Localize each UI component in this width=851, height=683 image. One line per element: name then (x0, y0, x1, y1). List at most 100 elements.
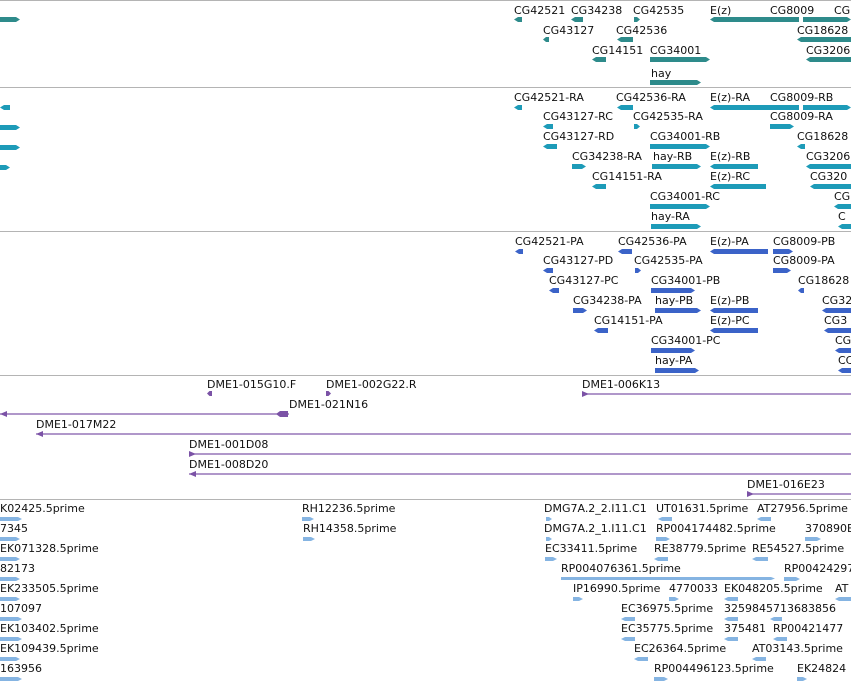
transcript-feature-label[interactable]: CG43127-RD (543, 130, 615, 143)
protein-feature-label[interactable]: E(z)-PC (710, 314, 750, 327)
protein-feature-glyph[interactable] (835, 347, 851, 354)
transcript-feature-glyph[interactable] (543, 123, 553, 130)
est-feature-glyph[interactable] (797, 676, 807, 682)
transcript-feature-glyph[interactable] (572, 163, 586, 170)
protein-feature-glyph[interactable] (798, 287, 804, 294)
est-feature-label[interactable]: DMG7A.2_2.I11.C1 (544, 502, 647, 515)
clone-feature-glyph[interactable] (582, 391, 851, 397)
transcript-feature-glyph[interactable] (710, 183, 766, 190)
gene-feature-glyph[interactable] (806, 56, 851, 63)
protein-feature-glyph[interactable] (618, 248, 632, 255)
est-feature-glyph[interactable] (669, 596, 679, 602)
transcript-feature-label[interactable]: hay-RA (651, 210, 690, 223)
protein-feature-glyph[interactable] (573, 307, 587, 314)
gene-feature-glyph[interactable] (571, 16, 583, 23)
transcript-feature-label[interactable]: C (838, 210, 846, 223)
est-feature-glyph[interactable] (0, 636, 22, 642)
gene-feature-glyph[interactable] (617, 36, 633, 43)
transcript-feature-glyph[interactable] (0, 144, 20, 151)
est-feature-label[interactable]: RE38779.5prime (654, 542, 747, 555)
est-feature-label[interactable]: AT (835, 582, 849, 595)
est-feature-label[interactable]: 4770033 (669, 582, 718, 595)
transcript-feature-label[interactable]: CG3206 (806, 150, 851, 163)
est-feature-label[interactable]: 3259845713683856 (724, 602, 836, 615)
clone-feature-glyph[interactable] (36, 431, 851, 437)
protein-feature-label[interactable]: CG42536-PA (618, 235, 687, 248)
transcript-feature-glyph[interactable] (0, 124, 20, 131)
est-feature-label[interactable]: AT03143.5prime (752, 642, 843, 655)
clone-feature-label[interactable]: DME1-017M22 (36, 418, 117, 431)
gene-feature-label[interactable]: CG3206 (806, 44, 851, 57)
clone-feature-glyph[interactable] (276, 410, 288, 418)
transcript-feature-glyph[interactable] (770, 123, 794, 130)
protein-feature-glyph[interactable] (838, 367, 851, 374)
est-feature-glyph[interactable] (757, 516, 771, 522)
transcript-feature-label[interactable]: CG34001-RB (650, 130, 721, 143)
est-feature-glyph[interactable] (634, 656, 648, 662)
protein-feature-label[interactable]: CG32 (822, 294, 851, 307)
transcript-feature-glyph[interactable] (710, 163, 758, 170)
transcript-feature-glyph[interactable] (634, 123, 640, 130)
gene-feature-glyph[interactable] (0, 16, 20, 23)
est-feature-glyph[interactable] (0, 596, 20, 602)
transcript-feature-glyph[interactable] (838, 223, 851, 230)
gene-feature-glyph[interactable] (803, 16, 851, 23)
protein-feature-label[interactable]: CG43127-PC (549, 274, 619, 287)
protein-feature-glyph[interactable] (651, 287, 695, 294)
est-feature-glyph[interactable] (621, 616, 635, 622)
protein-feature-label[interactable]: CG43127-PD (543, 254, 614, 267)
transcript-feature-label[interactable]: CG8009-RA (770, 110, 833, 123)
protein-feature-glyph[interactable] (710, 248, 768, 255)
gene-feature-glyph[interactable] (592, 56, 606, 63)
transcript-feature-label[interactable]: CG42535-RA (633, 110, 703, 123)
gene-feature-glyph[interactable] (543, 36, 549, 43)
protein-feature-label[interactable]: CG18628 (798, 274, 850, 287)
protein-feature-label[interactable]: CG34001-PB (651, 274, 721, 287)
est-feature-label[interactable]: 163956 (0, 662, 42, 675)
transcript-feature-glyph[interactable] (770, 104, 794, 111)
clone-feature-glyph[interactable] (207, 390, 212, 397)
protein-feature-glyph[interactable] (710, 307, 758, 314)
est-feature-glyph[interactable] (0, 616, 22, 622)
transcript-feature-glyph[interactable] (514, 104, 522, 111)
protein-feature-label[interactable]: hay-PB (655, 294, 694, 307)
transcript-feature-label[interactable]: CG (834, 190, 851, 203)
track-clone[interactable]: DME1-015G10.F DME1-002G22.R DME1-006K13 DME… (0, 375, 851, 500)
transcript-feature-glyph[interactable] (543, 143, 557, 150)
protein-feature-label[interactable]: CG8009-PB (773, 235, 836, 248)
est-feature-glyph[interactable] (805, 536, 821, 542)
gene-feature-glyph[interactable] (650, 79, 701, 86)
est-feature-glyph[interactable] (752, 656, 766, 662)
protein-feature-label[interactable]: CG42535-PA (634, 254, 703, 267)
gene-feature-label[interactable]: CG18628 (797, 24, 849, 37)
track-gene[interactable]: CG42521 CG34238 CG42535 E(z) CG8009 CG CG43127… (0, 0, 851, 88)
est-feature-label[interactable]: RP00421477 (773, 622, 844, 635)
gene-feature-glyph[interactable] (514, 16, 522, 23)
transcript-feature-label[interactable]: E(z)-RC (710, 170, 751, 183)
transcript-feature-glyph[interactable] (806, 163, 851, 170)
transcript-feature-glyph[interactable] (617, 104, 633, 111)
est-feature-label[interactable]: RP004496123.5prime (654, 662, 774, 675)
est-feature-glyph[interactable] (656, 536, 670, 542)
est-feature-label[interactable]: EC36975.5prime (621, 602, 714, 615)
est-feature-glyph[interactable] (0, 516, 22, 522)
protein-feature-glyph[interactable] (710, 327, 758, 334)
protein-feature-glyph[interactable] (651, 347, 695, 354)
clone-feature-glyph[interactable] (0, 411, 289, 417)
protein-feature-glyph[interactable] (773, 248, 793, 255)
clone-feature-glyph[interactable] (189, 471, 851, 477)
est-feature-label[interactable]: EK048205.5prime (724, 582, 823, 595)
transcript-feature-label[interactable]: CG14151-RA (592, 170, 662, 183)
clone-feature-glyph[interactable] (189, 451, 851, 457)
est-feature-label[interactable]: EK103402.5prime (0, 622, 99, 635)
transcript-feature-glyph[interactable] (797, 143, 805, 150)
protein-feature-glyph[interactable] (824, 327, 851, 334)
est-feature-glyph[interactable] (0, 576, 20, 582)
transcript-feature-glyph[interactable] (592, 183, 606, 190)
gene-feature-label[interactable]: CG42536 (616, 24, 668, 37)
transcript-feature-glyph[interactable] (810, 183, 851, 190)
gene-feature-label[interactable]: CG8009 (770, 4, 815, 17)
protein-feature-glyph[interactable] (543, 267, 553, 274)
gene-feature-label[interactable]: CG34001 (650, 44, 702, 57)
